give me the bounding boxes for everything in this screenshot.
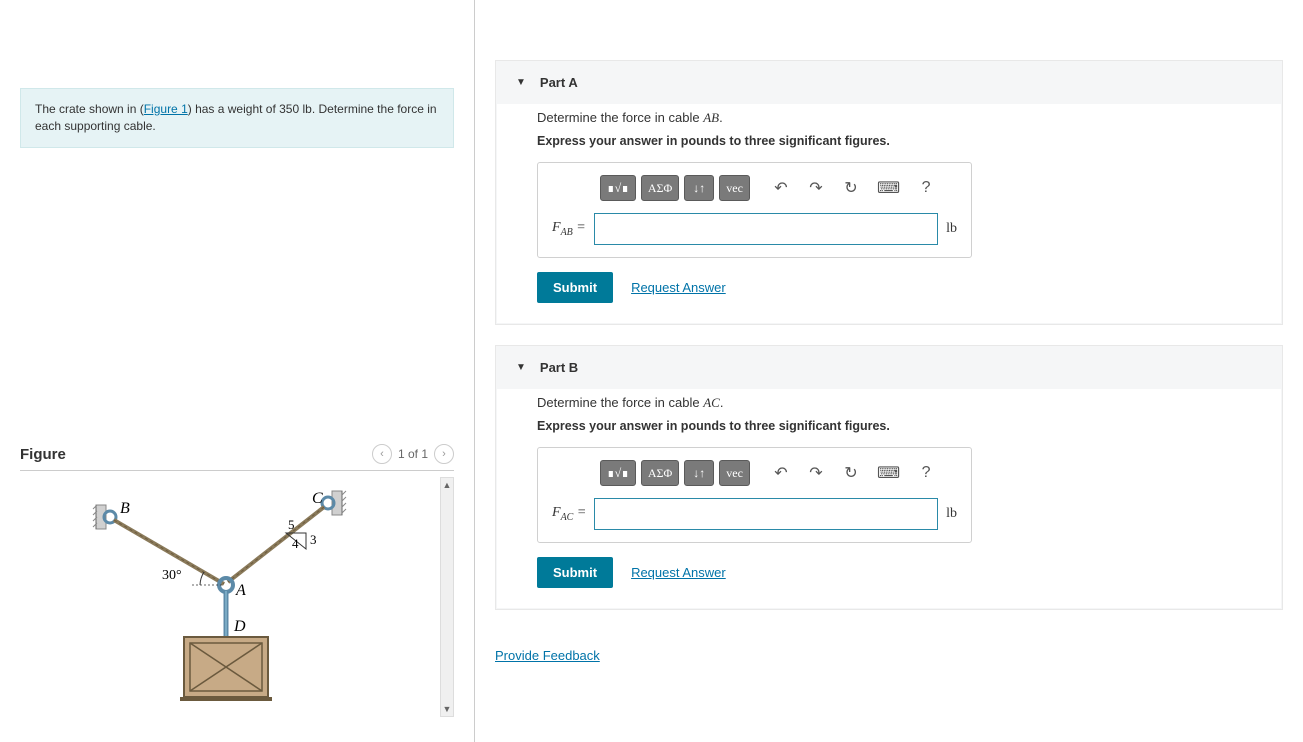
reset-button[interactable]: ↻	[836, 460, 866, 486]
vec-button[interactable]: vec	[719, 175, 750, 201]
help-button[interactable]: ?	[911, 175, 941, 201]
part-a-title: Part A	[540, 75, 578, 90]
pager-text: 1 of 1	[398, 447, 428, 461]
part-a-question: Determine the force in cable AB.	[537, 110, 1261, 126]
part-b-equation-row: FAC = lb	[552, 498, 957, 530]
problem-text-before: The crate shown in (	[35, 102, 144, 116]
redo-button[interactable]: ↷	[801, 175, 831, 201]
figure-title: Figure	[20, 446, 66, 463]
part-b-input[interactable]	[594, 498, 938, 530]
figure-pager: ‹ 1 of 1 ›	[372, 444, 454, 464]
figure-header: Figure ‹ 1 of 1 ›	[20, 444, 454, 471]
figure-image: 5 4 3 B C A D 30°	[20, 477, 434, 732]
keyboard-button[interactable]: ⌨	[871, 175, 906, 201]
part-a-equation-row: FAB = lb	[552, 213, 957, 245]
subsup-button[interactable]: ↓↑	[684, 175, 714, 201]
part-b-var-label: FAC =	[552, 505, 586, 523]
figure-section: Figure ‹ 1 of 1 ›	[20, 444, 454, 732]
vec-button[interactable]: vec	[719, 460, 750, 486]
right-panel: ▼ Part A Determine the force in cable AB…	[475, 0, 1303, 742]
part-b-question: Determine the force in cable AC.	[537, 395, 1261, 411]
tri-4: 4	[292, 536, 299, 551]
part-a-header[interactable]: ▼ Part A	[496, 61, 1282, 104]
undo-button[interactable]: ↶	[766, 175, 796, 201]
part-b-buttons: Submit Request Answer	[537, 557, 1261, 588]
redo-button[interactable]: ↷	[801, 460, 831, 486]
reset-button[interactable]: ↻	[836, 175, 866, 201]
part-b-title: Part B	[540, 360, 578, 375]
subsup-button[interactable]: ↓↑	[684, 460, 714, 486]
label-A: A	[235, 582, 246, 599]
part-a-unit: lb	[946, 221, 957, 237]
tri-5: 5	[288, 517, 295, 532]
figure-scrollbar[interactable]: ▲ ▼	[440, 477, 454, 717]
undo-button[interactable]: ↶	[766, 460, 796, 486]
label-angle: 30°	[162, 568, 182, 583]
left-panel: The crate shown in (Figure 1) has a weig…	[0, 0, 475, 742]
label-B: B	[120, 500, 130, 517]
part-b-toolbar: ∎√∎ ΑΣΦ ↓↑ vec ↶ ↷ ↻ ⌨ ?	[552, 460, 957, 486]
part-b-unit: lb	[946, 506, 957, 522]
figure-body: 5 4 3 B C A D 30° ▲ ▼	[20, 477, 454, 732]
tri-3: 3	[310, 532, 317, 547]
label-C: C	[312, 490, 323, 507]
templates-button[interactable]: ∎√∎	[600, 175, 636, 201]
part-b-instruction: Express your answer in pounds to three s…	[537, 419, 1261, 433]
label-D: D	[233, 618, 246, 635]
provide-feedback-link[interactable]: Provide Feedback	[495, 648, 600, 663]
problem-statement: The crate shown in (Figure 1) has a weig…	[20, 88, 454, 148]
collapse-icon: ▼	[516, 362, 526, 373]
templates-button[interactable]: ∎√∎	[600, 460, 636, 486]
part-a-request-answer-link[interactable]: Request Answer	[631, 280, 726, 295]
part-a-answer-box: ∎√∎ ΑΣΦ ↓↑ vec ↶ ↷ ↻ ⌨ ? FAB = l	[537, 162, 972, 258]
part-a-instruction: Express your answer in pounds to three s…	[537, 134, 1261, 148]
part-b-answer-box: ∎√∎ ΑΣΦ ↓↑ vec ↶ ↷ ↻ ⌨ ? FAC = l	[537, 447, 972, 543]
greek-button[interactable]: ΑΣΦ	[641, 175, 679, 201]
figure-link[interactable]: Figure 1	[144, 102, 188, 116]
pager-prev-button[interactable]: ‹	[372, 444, 392, 464]
part-b-header[interactable]: ▼ Part B	[496, 346, 1282, 389]
scroll-up-icon[interactable]: ▲	[441, 478, 453, 492]
part-a-submit-button[interactable]: Submit	[537, 272, 613, 303]
part-b-request-answer-link[interactable]: Request Answer	[631, 565, 726, 580]
part-a-buttons: Submit Request Answer	[537, 272, 1261, 303]
part-a-section: ▼ Part A Determine the force in cable AB…	[495, 60, 1283, 325]
keyboard-button[interactable]: ⌨	[871, 460, 906, 486]
greek-button[interactable]: ΑΣΦ	[641, 460, 679, 486]
part-b-section: ▼ Part B Determine the force in cable AC…	[495, 345, 1283, 610]
part-b-submit-button[interactable]: Submit	[537, 557, 613, 588]
help-button[interactable]: ?	[911, 460, 941, 486]
pager-next-button[interactable]: ›	[434, 444, 454, 464]
part-a-toolbar: ∎√∎ ΑΣΦ ↓↑ vec ↶ ↷ ↻ ⌨ ?	[552, 175, 957, 201]
collapse-icon: ▼	[516, 77, 526, 88]
scroll-down-icon[interactable]: ▼	[441, 702, 453, 716]
part-a-var-label: FAB =	[552, 220, 586, 238]
part-a-input[interactable]	[594, 213, 938, 245]
